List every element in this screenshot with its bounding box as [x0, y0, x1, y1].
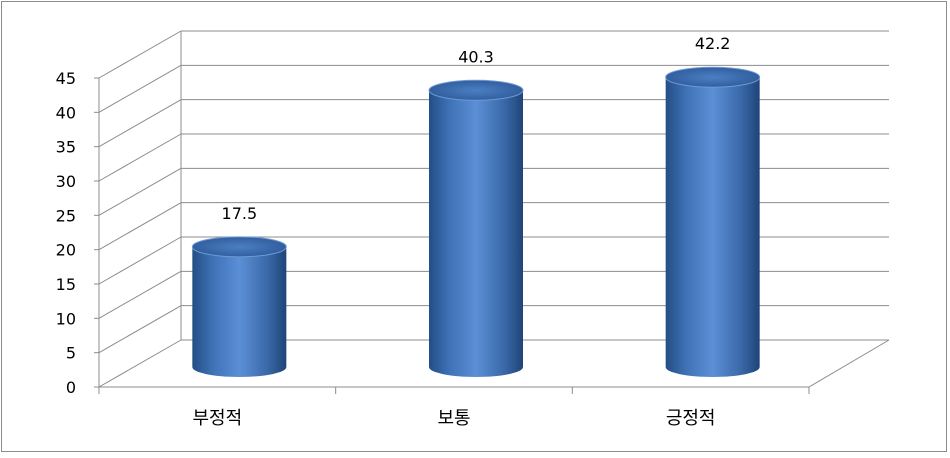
x-category-label: 부정적 [192, 408, 242, 429]
side-gridline [98, 64, 182, 113]
side-gridline [98, 339, 182, 388]
side-gridline [98, 305, 182, 354]
side-gridline [98, 133, 182, 182]
bar-top [665, 66, 761, 88]
side-gridline [98, 167, 182, 216]
bar-2 [428, 79, 524, 378]
side-gridline [98, 202, 182, 251]
y-tick-label: 5 [66, 344, 76, 363]
bar-top [191, 236, 287, 258]
side-gridline [98, 270, 182, 319]
y-tick-label: 10 [56, 309, 76, 328]
side-gridline [98, 99, 182, 148]
y-tick-label: 20 [56, 241, 76, 260]
grid-layer [98, 30, 890, 388]
floor-right-edge [808, 339, 890, 388]
y-tick-label: 40 [56, 103, 76, 122]
y-tick-label: 0 [66, 378, 76, 397]
bar-body [429, 90, 523, 378]
data-label: 17.5 [222, 204, 258, 223]
y-tick-label: 30 [56, 172, 76, 191]
bar-1 [191, 236, 287, 377]
side-gridline [98, 236, 182, 285]
y-tick-label: 15 [56, 275, 76, 294]
bar-body [665, 77, 760, 377]
y-tick-label: 45 [56, 69, 76, 88]
label-layer: 17.5 부정적 40.3 보통 42.2 긍정적 [192, 34, 730, 429]
bar-body [192, 246, 287, 377]
y-tick-label: 25 [56, 206, 76, 225]
bar-top [428, 79, 524, 101]
data-label: 40.3 [458, 47, 494, 66]
x-category-label: 긍정적 [666, 408, 716, 429]
data-label: 42.2 [695, 34, 731, 53]
x-category-label: 보통 [437, 408, 470, 429]
bar-layer [191, 66, 761, 378]
axis-layer: 0 5 10 15 20 25 30 35 40 45 [56, 69, 810, 397]
y-tick-label: 35 [56, 138, 76, 157]
bar-3 [665, 66, 761, 377]
side-gridline [98, 30, 182, 79]
